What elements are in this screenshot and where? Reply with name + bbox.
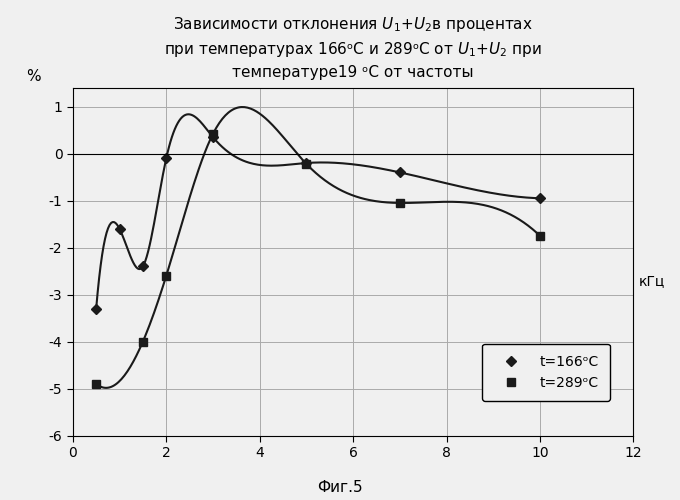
t=166ᵒC [303, 160, 311, 166]
t=289ᵒC [209, 131, 217, 137]
Text: Фиг.5: Фиг.5 [317, 480, 363, 495]
t=289ᵒC [162, 273, 170, 279]
t=166ᵒC [116, 226, 124, 232]
t=289ᵒC [139, 338, 147, 344]
t=166ᵒC [536, 196, 544, 202]
t=289ᵒC [92, 381, 100, 387]
t=289ᵒC [303, 161, 311, 167]
t=166ᵒC [162, 156, 170, 162]
Line: t=166ᵒC: t=166ᵒC [92, 134, 544, 312]
Line: t=289ᵒC: t=289ᵒC [92, 130, 544, 388]
t=166ᵒC [396, 170, 404, 175]
Y-axis label: %: % [27, 70, 41, 84]
t=166ᵒC [209, 134, 217, 140]
Legend: t=166ᵒC, t=289ᵒC: t=166ᵒC, t=289ᵒC [482, 344, 610, 401]
t=289ᵒC [536, 233, 544, 239]
t=166ᵒC [92, 306, 100, 312]
Title: Зависимости отклонения $U_1$+$U_2$в процентах
при температурах 166ᵒС и 289ᵒС от : Зависимости отклонения $U_1$+$U_2$в проц… [165, 15, 542, 80]
t=166ᵒC [139, 264, 147, 270]
t=289ᵒC [396, 200, 404, 206]
Text: кГц: кГц [639, 274, 665, 288]
